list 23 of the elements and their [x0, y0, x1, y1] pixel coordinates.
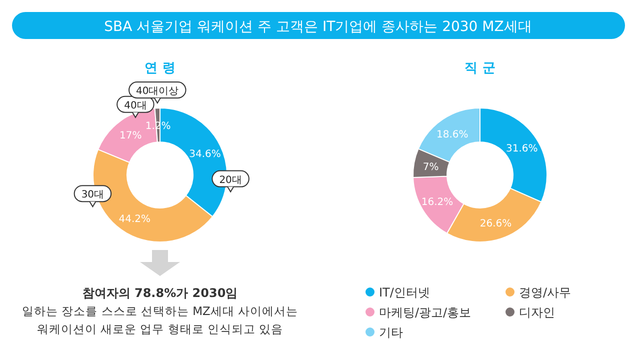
legend-label: 마케팅/광고/홍보 — [379, 306, 472, 320]
data-label: 31.6% — [506, 144, 538, 155]
slice-label: 40대 — [124, 100, 147, 112]
legend-label: 기타 — [379, 326, 403, 340]
data-label: 34.6% — [189, 149, 221, 160]
slice-label: 40대이상 — [136, 86, 179, 97]
text: 일하는 장소를 스스로 선택하는 MZ세대 사이에서는 — [22, 304, 298, 318]
data-label: 44.2% — [118, 214, 151, 226]
legend-label: 경영/사무 — [519, 286, 572, 300]
text: SBA 서울기업 워케이션 주 고객은 IT기업에 종사하는 2030 MZ세대 — [104, 19, 532, 35]
chart-title: 직 군 — [464, 61, 496, 76]
slice-label: 20대 — [219, 174, 242, 186]
text: 참여자의 78.8%가 2030임 — [82, 286, 238, 300]
data-label: 17% — [119, 130, 142, 142]
chart-subtitle: 연 령 — [144, 61, 176, 76]
data-label: 18.6% — [436, 129, 468, 140]
legend-label: 디자인 — [519, 306, 555, 320]
data-label: 26.6% — [480, 218, 512, 230]
slice-label: 30대 — [81, 190, 104, 201]
text: 워케이션이 새로운 업무 형태로 인식되고 있음 — [36, 322, 284, 336]
data-label: 16.2% — [421, 196, 454, 208]
legend-label: IT/인터넷 — [379, 286, 430, 300]
data-label: 7% — [422, 162, 439, 173]
